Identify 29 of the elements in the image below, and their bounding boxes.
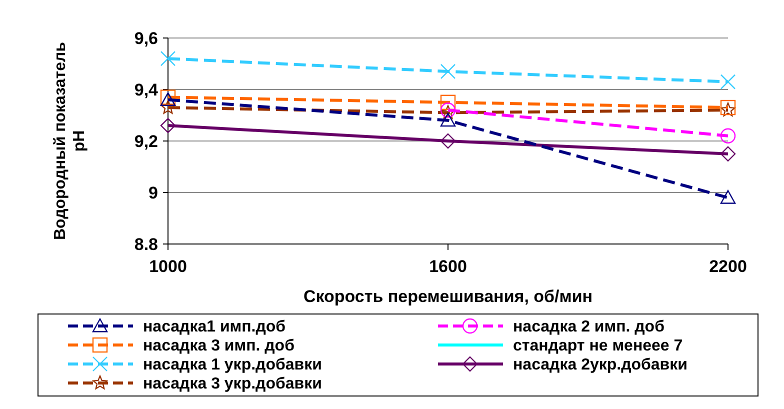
- y-tick-label: 8.8: [134, 234, 158, 254]
- y-axis-title: Водородный показатель pH: [52, 42, 88, 240]
- y-tick-label: 9,2: [134, 132, 158, 151]
- x-tick-label: 1000: [149, 257, 187, 276]
- point: [720, 190, 736, 204]
- legend-label: насадка 1 укр.добавки: [143, 356, 322, 374]
- x-tick-label: 1600: [429, 257, 467, 276]
- point: [440, 94, 456, 110]
- point: [440, 133, 456, 149]
- x-tick-label: 2200: [709, 257, 747, 276]
- x-axis-title: Скорость перемешивания, об/мин: [303, 287, 593, 306]
- point: [720, 128, 736, 144]
- y-tick-label: 9,4: [134, 80, 159, 100]
- point: [160, 100, 176, 114]
- legend-label: насадка 2 имп. доб: [513, 318, 665, 336]
- legend-label: стандарт не менеее 7: [513, 338, 683, 355]
- legend-label: насадка 2укр.добавки: [513, 356, 688, 374]
- point: [160, 118, 176, 134]
- y-tick-label: 9: [148, 183, 158, 202]
- point: [720, 102, 736, 116]
- point: [720, 146, 736, 162]
- point: [440, 64, 456, 80]
- legend-label: насадка 3 имп. доб: [143, 338, 295, 355]
- y-tick-label: 9,6: [134, 28, 158, 48]
- legend-label: насадка 3 укр.добавки: [143, 376, 322, 393]
- point: [160, 51, 176, 66]
- point: [720, 74, 736, 90]
- point: [440, 112, 456, 127]
- legend-label: насадка1 имп.доб: [143, 318, 286, 336]
